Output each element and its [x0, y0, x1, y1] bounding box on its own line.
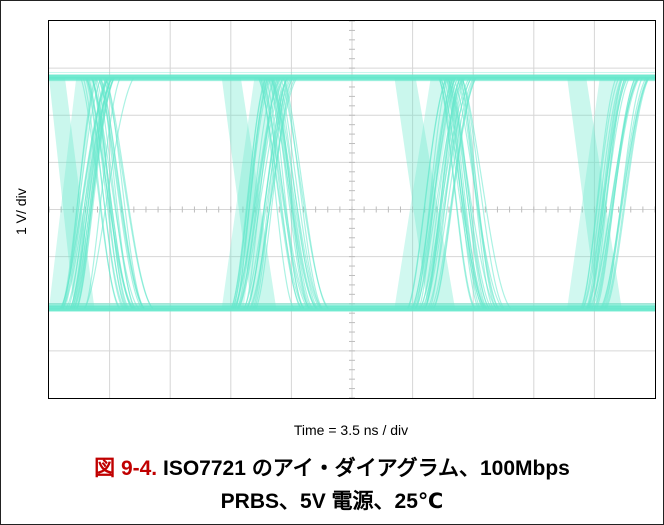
rising-edge-trace — [599, 77, 650, 309]
rising-edge-trace — [582, 77, 623, 309]
falling-edge-trace — [447, 77, 498, 309]
rising-edge-trace — [252, 77, 288, 309]
grid — [49, 21, 655, 398]
falling-edge-trace — [458, 77, 500, 309]
rising-edge-trace — [585, 77, 624, 309]
falling-edge-trace — [269, 77, 310, 309]
falling-edge-trace — [442, 77, 488, 309]
falling-edge-trace — [84, 77, 125, 309]
eye-diagram-svg — [49, 21, 655, 398]
eye-crossing-region — [567, 77, 622, 309]
falling-edge-trace — [276, 77, 319, 309]
rising-edge-trace — [603, 77, 643, 309]
rising-edge-trace — [59, 77, 110, 309]
falling-edge-trace — [438, 77, 476, 309]
x-axis-label: Time = 3.5 ns / div — [293, 422, 409, 438]
falling-edge-trace — [451, 77, 490, 309]
rising-edge-trace — [234, 77, 268, 309]
eye-crossing-region — [49, 77, 95, 309]
eye-crossing-region — [49, 77, 95, 309]
falling-edge-trace — [86, 77, 134, 309]
y-axis-label-container: 1 V/ div — [13, 188, 33, 235]
figure-caption: 図 9-4. ISO7721 のアイ・ダイアグラム、100Mbps PRBS、5… — [1, 452, 663, 518]
oscilloscope-plot — [48, 20, 656, 399]
rising-edge-trace — [407, 77, 448, 309]
falling-edge-trace — [461, 77, 512, 309]
low-level-band — [49, 305, 655, 312]
falling-edge-trace — [277, 77, 323, 309]
eye-crossing-region — [394, 77, 456, 309]
rising-edge-trace — [429, 77, 466, 309]
rising-edge-trace — [236, 77, 276, 309]
falling-edge-trace — [87, 77, 128, 309]
rising-edge-trace — [248, 77, 298, 309]
falling-edge-trace — [452, 77, 504, 309]
falling-edge-trace — [260, 77, 311, 309]
falling-edge-trace — [271, 77, 318, 309]
falling-edge-trace — [94, 77, 128, 309]
eye-crossing-region — [221, 77, 277, 309]
rising-edge-trace — [605, 77, 650, 309]
figure-number: 図 9-4. — [94, 457, 158, 480]
rising-edge-trace — [432, 77, 476, 309]
rising-edge-trace — [253, 77, 290, 309]
falling-edge-trace — [97, 77, 145, 309]
eye-traces — [49, 72, 655, 312]
falling-edge-trace — [266, 77, 317, 309]
caption-line-1: 図 9-4. ISO7721 のアイ・ダイアグラム、100Mbps — [1, 452, 663, 485]
falling-edge-trace — [80, 77, 121, 309]
y-axis-label: 1 V/ div — [13, 188, 29, 235]
eye-crossing-region — [567, 77, 622, 309]
rising-edge-trace — [591, 77, 626, 309]
falling-edge-trace — [440, 77, 487, 309]
falling-edge-trace — [279, 77, 330, 309]
caption-line-2: PRBS、5V 電源、25℃ — [220, 490, 444, 513]
falling-edge-trace — [104, 77, 154, 309]
rising-edge-trace — [84, 77, 121, 309]
rising-edge-trace — [588, 77, 628, 309]
rising-edge-trace — [588, 77, 640, 309]
rising-edge-trace — [580, 77, 620, 309]
falling-edge-trace — [258, 77, 303, 309]
high-level-band — [49, 74, 655, 81]
falling-edge-trace — [102, 77, 154, 309]
eye-crossing-region — [394, 77, 456, 309]
falling-edge-trace — [282, 77, 323, 309]
caption-title: ISO7721 のアイ・ダイアグラム、100Mbps — [163, 457, 570, 480]
falling-edge-trace — [259, 77, 309, 309]
rising-edge-trace — [422, 77, 463, 309]
rising-edge-trace — [591, 77, 640, 309]
eye-crossing-region — [221, 77, 277, 309]
